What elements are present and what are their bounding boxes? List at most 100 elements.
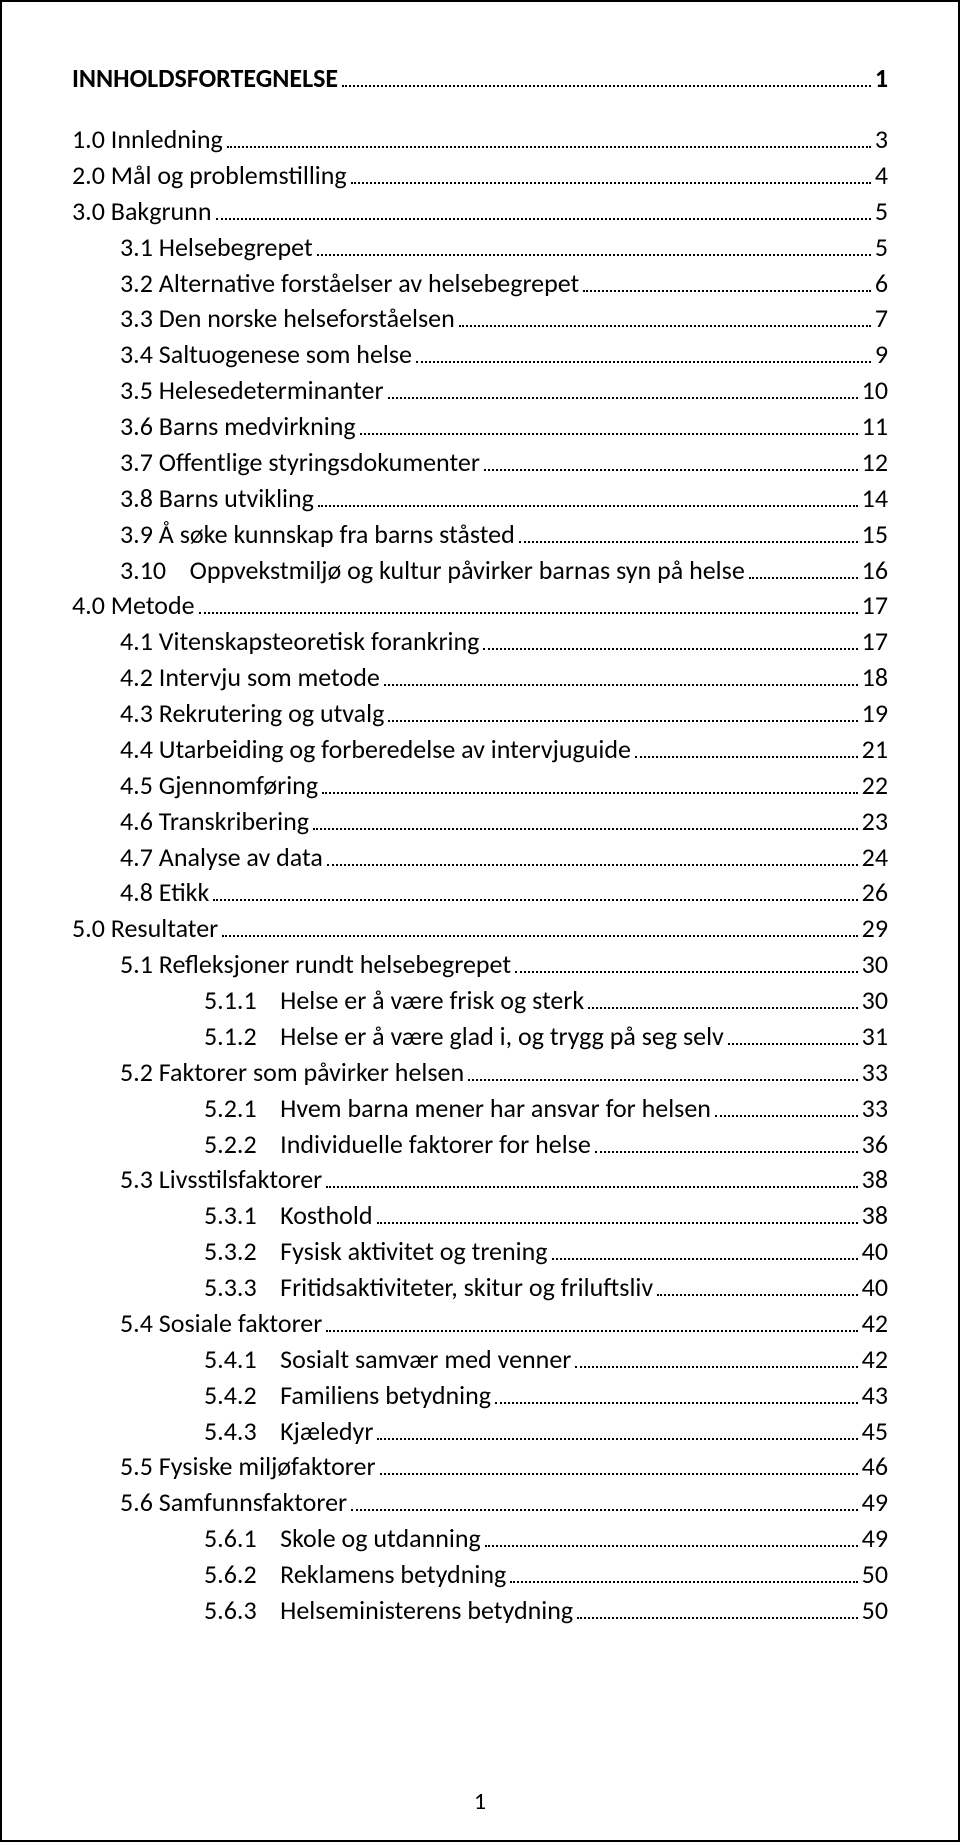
toc-entry: 4.6 Transkribering23 [72, 804, 888, 840]
toc-entry-label: 5.3.1 Kosthold [204, 1198, 373, 1234]
toc-entry-label: 5.6 Samfunnsfaktorer [120, 1485, 347, 1521]
toc-entry-page: 38 [862, 1162, 888, 1198]
toc-entry: 5.2.1 Hvem barna mener har ansvar for he… [72, 1091, 888, 1127]
leader-line [715, 1115, 858, 1117]
toc-entry-page: 33 [862, 1091, 888, 1127]
leader-line [313, 828, 858, 830]
toc-entry: 4.8 Etikk26 [72, 875, 888, 911]
leader-line [416, 361, 871, 363]
toc-entry: 1.0 Innledning3 [72, 122, 888, 158]
leader-line [577, 1617, 857, 1619]
leader-line [657, 1294, 858, 1296]
leader-line [495, 1402, 858, 1404]
toc-entry: 5.1.2 Helse er å være glad i, og trygg p… [72, 1019, 888, 1055]
toc-entry-page: 17 [862, 624, 888, 660]
toc-entry-label: 5.4.2 Familiens betydning [204, 1378, 491, 1414]
toc-entry: 5.6.2 Reklamens betydning 50 [72, 1557, 888, 1593]
toc-entry-page: 19 [862, 696, 888, 732]
leader-line [515, 971, 858, 973]
toc-entry-label: 5.5 Fysiske miljøfaktorer [120, 1449, 376, 1485]
toc-entry-page: 21 [862, 732, 888, 768]
toc-entry-label: 4.5 Gjennomføring [120, 768, 318, 804]
leader-line [318, 505, 858, 507]
toc-entry: 4.4 Utarbeiding og forberedelse av inter… [72, 732, 888, 768]
toc-entry-label: 4.3 Rekrutering og utvalg [120, 696, 384, 732]
toc-entry: 3.10 Oppvekstmiljø og kultur påvirker ba… [72, 553, 888, 589]
toc-entry: 5.2 Faktorer som påvirker helsen33 [72, 1055, 888, 1091]
toc-entry-label: 5.1 Refleksjoner rundt helsebegrepet [120, 947, 511, 983]
toc-entry: 3.8 Barns utvikling14 [72, 481, 888, 517]
toc-entry-label: 4.6 Transkribering [120, 804, 309, 840]
leader-line [384, 684, 858, 686]
toc-entry-label: 5.6.3 Helseministerens betydning [204, 1593, 573, 1629]
toc-entry: 4.2 Intervju som metode 18 [72, 660, 888, 696]
toc-entry: 5.3 Livsstilsfaktorer38 [72, 1162, 888, 1198]
toc-entry-page: 10 [862, 373, 888, 409]
toc-entry-label: 5.1.2 Helse er å være glad i, og trygg p… [204, 1019, 724, 1055]
toc-entry-label: 3.8 Barns utvikling [120, 481, 314, 517]
leader-line [388, 720, 857, 722]
toc-entry: 4.0 Metode17 [72, 588, 888, 624]
toc-entry-label: 5.4 Sosiale faktorer [120, 1306, 322, 1342]
leader-line [575, 1366, 857, 1368]
toc-entry-page: 30 [862, 947, 888, 983]
toc-entry: 5.0 Resultater29 [72, 911, 888, 947]
toc-entry: 3.1 Helsebegrepet 5 [72, 230, 888, 266]
toc-entry-page: 30 [862, 983, 888, 1019]
leader-line [595, 1151, 858, 1153]
toc-entry-label: 5.4.3 Kjæledyr [204, 1414, 373, 1450]
toc-entry-label: 5.3.2 Fysisk aktivitet og trening [204, 1234, 548, 1270]
toc-entry-page: 12 [862, 445, 888, 481]
toc-entry-page: 31 [862, 1019, 888, 1055]
toc-entry-label: 5.0 Resultater [72, 911, 218, 947]
leader-line [351, 1509, 858, 1511]
leader-line [468, 1079, 858, 1081]
toc-entry-label: 3.1 Helsebegrepet [120, 230, 313, 266]
toc-entry: 3.6 Barns medvirkning11 [72, 409, 888, 445]
toc-title-text: INNHOLDSFORTEGNELSE [72, 62, 338, 94]
leader-line [317, 254, 871, 256]
toc-entry: 2.0 Mål og problemstilling 4 [72, 158, 888, 194]
leader-line [583, 290, 871, 292]
toc-entry-label: 4.1 Vitenskapsteoretisk forankring [120, 624, 479, 660]
toc-entry-label: 4.0 Metode [72, 588, 195, 624]
toc-entry: 3.0 Bakgrunn5 [72, 194, 888, 230]
toc-entry-page: 50 [862, 1557, 888, 1593]
toc-entry-page: 50 [862, 1593, 888, 1629]
leader-line [519, 541, 858, 543]
toc-entry-label: 3.2 Alternative forståelser av helsebegr… [120, 266, 579, 302]
toc-entry-page: 4 [875, 158, 888, 194]
leader-line [227, 146, 871, 148]
toc-entry-label: 3.5 Helesedeterminanter [120, 373, 384, 409]
toc-entry-label: 5.6.1 Skole og utdanning [204, 1521, 481, 1557]
leader-line [216, 218, 871, 220]
toc-entry: 5.3.2 Fysisk aktivitet og trening40 [72, 1234, 888, 1270]
toc-entry: 4.5 Gjennomføring22 [72, 768, 888, 804]
toc-entry-page: 5 [875, 230, 888, 266]
leader-line [222, 935, 857, 937]
leader-line [351, 182, 871, 184]
leader-line [322, 792, 858, 794]
toc-entry-label: 2.0 Mål og problemstilling [72, 158, 347, 194]
toc-entry-page: 16 [862, 553, 888, 589]
toc-entry-label: 5.4.1 Sosialt samvær med venner [204, 1342, 571, 1378]
toc-entry: 3.9 Å søke kunnskap fra barns ståsted15 [72, 517, 888, 553]
toc-entry-page: 33 [862, 1055, 888, 1091]
leader-line [326, 1186, 857, 1188]
toc-entry: 4.3 Rekrutering og utvalg 19 [72, 696, 888, 732]
toc-entry-label: 3.9 Å søke kunnskap fra barns ståsted [120, 517, 515, 553]
toc-entry-label: 4.4 Utarbeiding og forberedelse av inter… [120, 732, 631, 768]
toc-entry: 5.4.1 Sosialt samvær med venner42 [72, 1342, 888, 1378]
toc-entry-label: 3.0 Bakgrunn [72, 194, 212, 230]
toc-entry-label: 4.2 Intervju som metode [120, 660, 380, 696]
leader-line [485, 1545, 858, 1547]
toc-entry-label: 3.7 Offentlige styringsdokumenter [120, 445, 480, 481]
toc-entry-label: 5.6.2 Reklamens betydning [204, 1557, 506, 1593]
toc-entry-label: 5.2.2 Individuelle faktorer for helse [204, 1127, 591, 1163]
toc-entry-page: 9 [875, 337, 888, 373]
toc-entry-page: 7 [875, 301, 888, 337]
leader-line [484, 469, 858, 471]
toc-entry-page: 24 [862, 840, 888, 876]
leader-line [483, 648, 857, 650]
toc-entry-page: 18 [862, 660, 888, 696]
